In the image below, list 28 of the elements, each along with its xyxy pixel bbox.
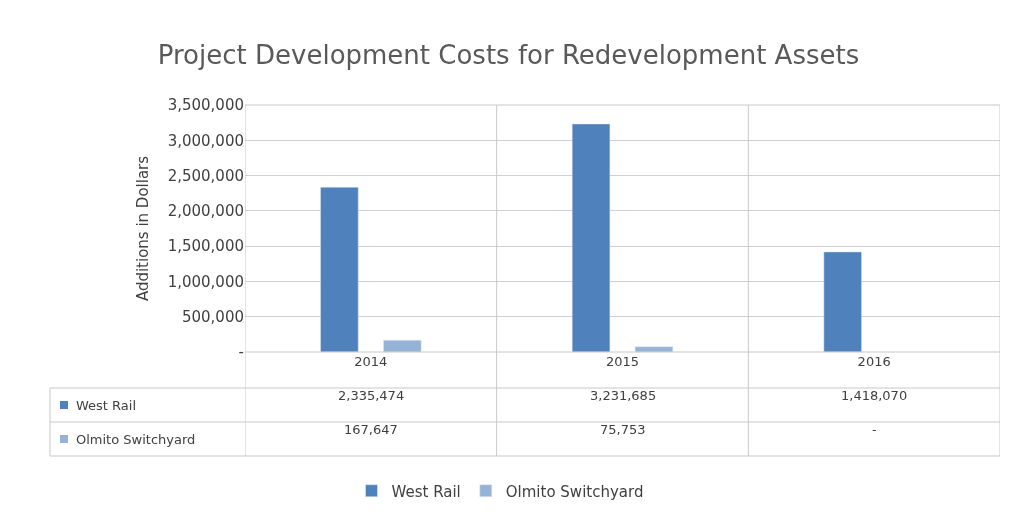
data-label: 2,335,474 — [338, 388, 405, 403]
data-label: 75,753 — [600, 422, 646, 437]
y-tick-label: 3,500,000 — [167, 96, 244, 115]
chart-title: Project Development Costs for Redevelopment Assets — [157, 40, 860, 71]
text: Olmito Switchyard — [76, 432, 196, 447]
y-axis-title: Additions in Dollars — [133, 155, 152, 302]
data-label: 167,647 — [344, 422, 398, 437]
text: - — [872, 422, 877, 437]
bar — [383, 339, 422, 352]
bar — [823, 251, 862, 352]
y-tick-label: 1,000,000 — [167, 272, 244, 291]
y-tick-label: - — [238, 343, 244, 362]
data-label: 3,231,685 — [590, 388, 657, 403]
x-tick-label: 2015 — [605, 354, 640, 369]
y-tick-label: 1,500,000 — [167, 237, 244, 256]
data-label: 1,418,070 — [841, 388, 908, 403]
bar — [634, 346, 674, 352]
bar — [571, 123, 611, 352]
x-tick-label: 2014 — [354, 354, 388, 369]
y-tick-label: 2,500,000 — [167, 166, 244, 185]
bar — [320, 186, 359, 352]
y-tick-label: 3,000,000 — [167, 131, 244, 150]
legend-label: Olmito Switchyard — [505, 482, 644, 501]
y-tick-label: 500,000 — [181, 307, 244, 326]
legend-label: West Rail — [391, 482, 461, 501]
text: West Rail — [76, 398, 137, 413]
y-tick-label: 2,000,000 — [167, 202, 244, 221]
x-tick-label: 2016 — [857, 354, 891, 369]
